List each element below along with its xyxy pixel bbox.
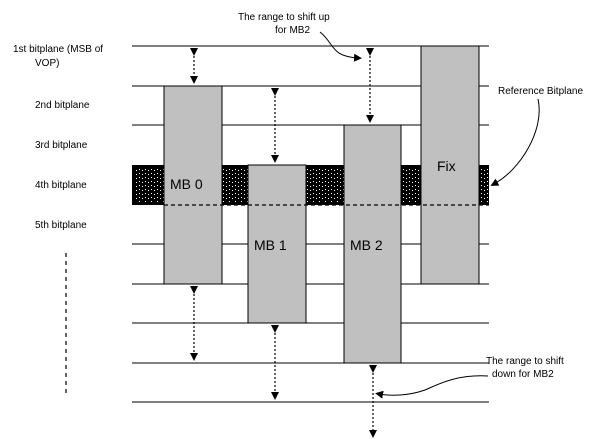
annotation-reference: Reference Bitplane [498, 86, 583, 97]
annotation-shift-down-pointer [375, 375, 489, 399]
bitplane-label-2: 2nd bitplane [35, 100, 90, 111]
block-mb2 [343, 124, 402, 364]
bitplane-label-1-line-1: 1st bitplane (MSB of [13, 44, 103, 55]
block-label-mb1: MB 1 [254, 237, 287, 253]
block-fix [420, 45, 480, 285]
annotation-shift-down-line-1: The range to shift [486, 356, 564, 367]
block-mb0 [163, 85, 223, 285]
annotation-reference-pointer [490, 98, 540, 186]
annotation-shift-up-line-2: for MB2 [275, 25, 310, 36]
block-label-fix: Fix [437, 158, 456, 174]
block-mb1 [247, 164, 307, 324]
band-speckle-mid2 [306, 168, 344, 202]
annotation-shift-up-pointer [319, 31, 362, 62]
band-speckle-left [134, 168, 164, 202]
annotation-shift-down-line-2: down for MB2 [492, 369, 554, 380]
annotation-shift-up: The range to shift up for MB2 [238, 12, 333, 36]
bitplane-label-1-line-2: VOP) [35, 58, 59, 69]
band-speckle-mid1 [222, 168, 248, 202]
block-label-mb0: MB 0 [170, 176, 203, 192]
annotation-shift-up-line-1: The range to shift up [238, 12, 330, 23]
bitplane-label-1: 1st bitplane (MSB of VOP) [13, 44, 106, 69]
range-arrows [190, 48, 377, 438]
band-speckle-right [479, 168, 489, 202]
bitplane-label-5: 5th bitplane [35, 220, 87, 231]
bitplane-label-3: 3rd bitplane [35, 140, 88, 151]
bitplane-label-4: 4th bitplane [35, 180, 87, 191]
block-label-mb2: MB 2 [350, 237, 383, 253]
annotation-shift-down: The range to shift down for MB2 [486, 356, 567, 380]
band-speckle-mid3 [401, 168, 421, 202]
